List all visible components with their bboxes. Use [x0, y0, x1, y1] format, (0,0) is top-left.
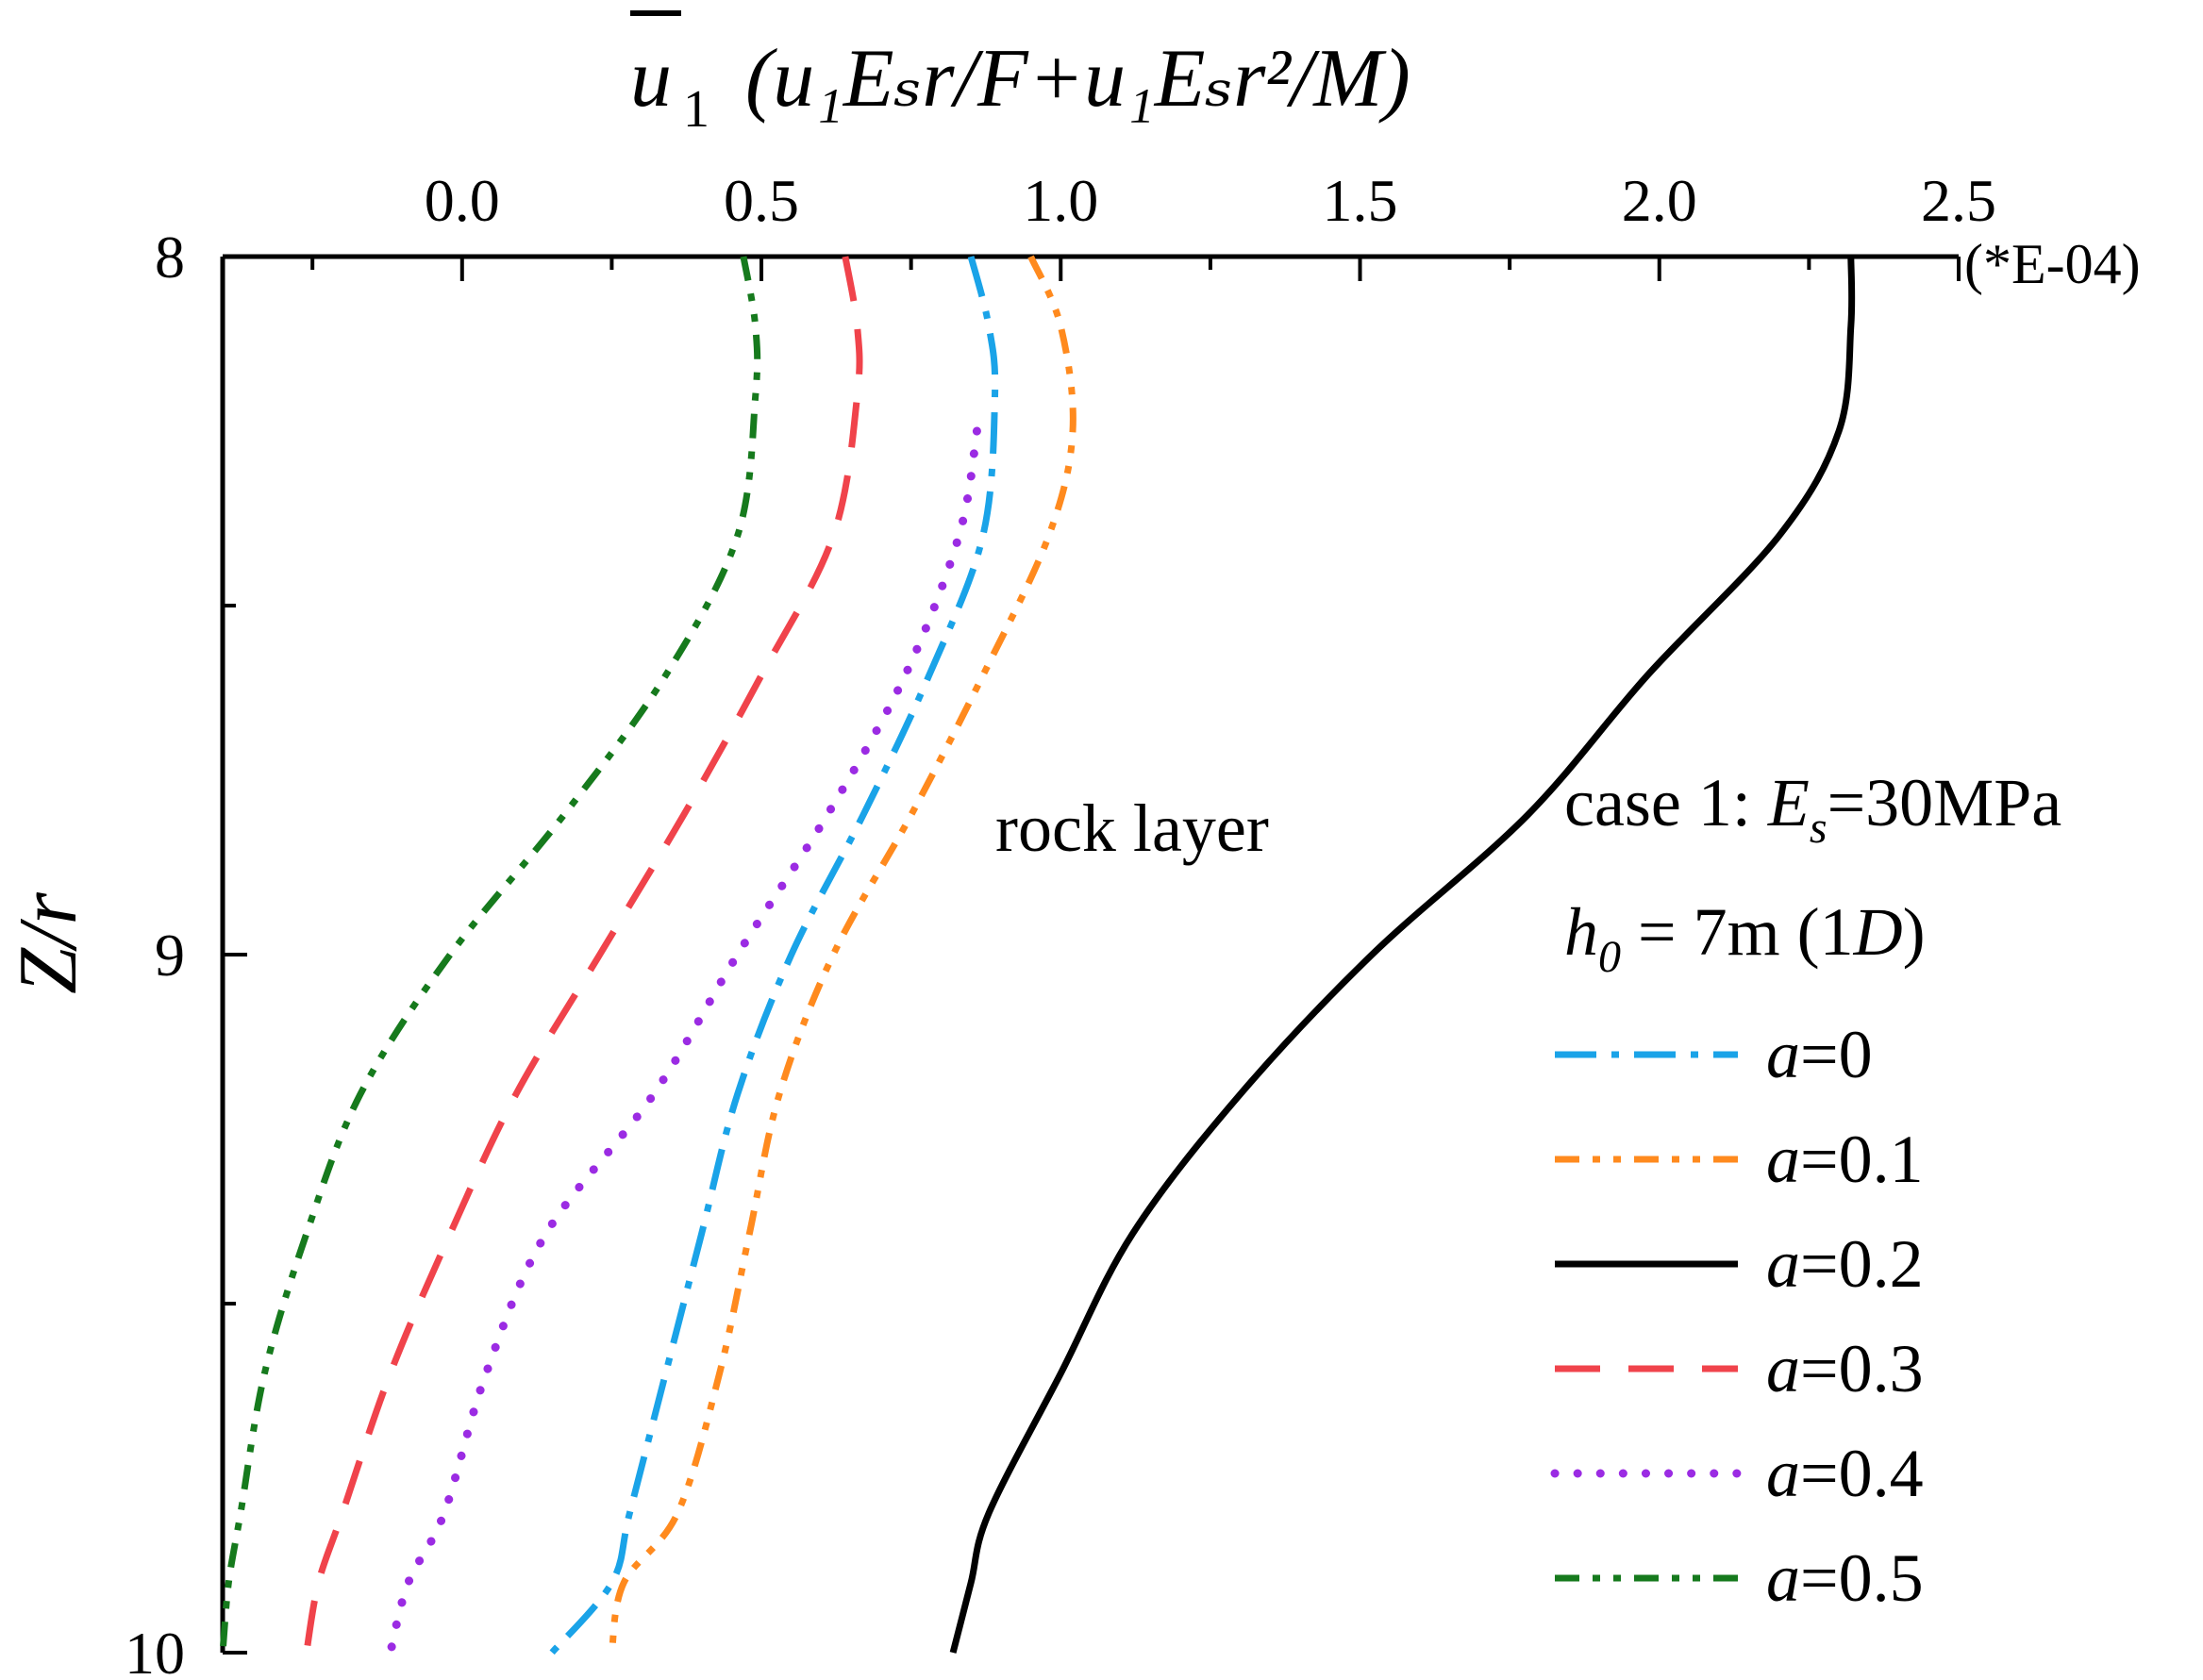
legend-label-a-0-1: a=0.1 — [1766, 1122, 1924, 1197]
series-line-a-0 — [549, 256, 999, 1655]
x-axis-title: u 1 (u₁Eₛr/F+u₁Eₛr²/M) — [630, 10, 1410, 139]
x-tick-label: 2.0 — [1622, 167, 1697, 234]
legend-label-a-0-5: a=0.5 — [1766, 1540, 1924, 1616]
legend-header: case 1: Es=30MPa h0 = 7m (1D) — [1564, 765, 2061, 982]
y-tick-label: 8 — [155, 224, 185, 291]
series-group — [219, 255, 1856, 1657]
x-axis-title-expression: (u₁Eₛr/F+u₁Eₛr²/M) — [745, 33, 1410, 125]
y-tick-label: 9 — [155, 922, 185, 989]
series-line-a-0-3 — [303, 256, 863, 1654]
x-tick-label: 1.5 — [1323, 167, 1398, 234]
x-axis-title-subscript: 1 — [683, 80, 709, 139]
legend-label-a-0-4: a=0.4 — [1766, 1436, 1924, 1511]
series-line-a-0-2 — [949, 256, 1856, 1654]
x-axis-title-symbol: u — [630, 33, 672, 125]
series-line-a-0-4 — [386, 426, 981, 1657]
x-ticks: 0.0 0.5 1.0 1.5 2.0 2.5 — [310, 167, 1996, 281]
y-ticks: 8 9 10 — [125, 224, 247, 1680]
rock-layer-annotation: rock layer — [995, 790, 1269, 866]
x-tick-label: 1.0 — [1023, 167, 1098, 234]
legend-label-a-0-3: a=0.3 — [1766, 1331, 1924, 1406]
legend: a=0 a=0.1 a=0.2 a=0.3 a=0.4 a=0.5 — [1550, 1017, 1924, 1616]
legend-label-a-0: a=0 — [1766, 1017, 1873, 1092]
x-tick-label: 0.0 — [425, 167, 500, 234]
y-tick-label: 10 — [125, 1620, 185, 1680]
legend-label-a-0-2: a=0.2 — [1766, 1226, 1924, 1302]
x-axis-multiplier-label: (*E-04) — [1964, 233, 2141, 295]
legend-header-case: case 1: Es=30MPa — [1564, 765, 2061, 853]
legend-header-h0: h0 = 7m (1D) — [1564, 894, 1926, 982]
series-line-a-0-5 — [219, 256, 761, 1654]
series-line-a-0-1 — [608, 255, 1076, 1654]
x-tick-label: 0.5 — [724, 167, 799, 234]
y-axis-title: Z/r — [3, 891, 94, 993]
x-tick-label: 2.5 — [1921, 167, 1996, 234]
